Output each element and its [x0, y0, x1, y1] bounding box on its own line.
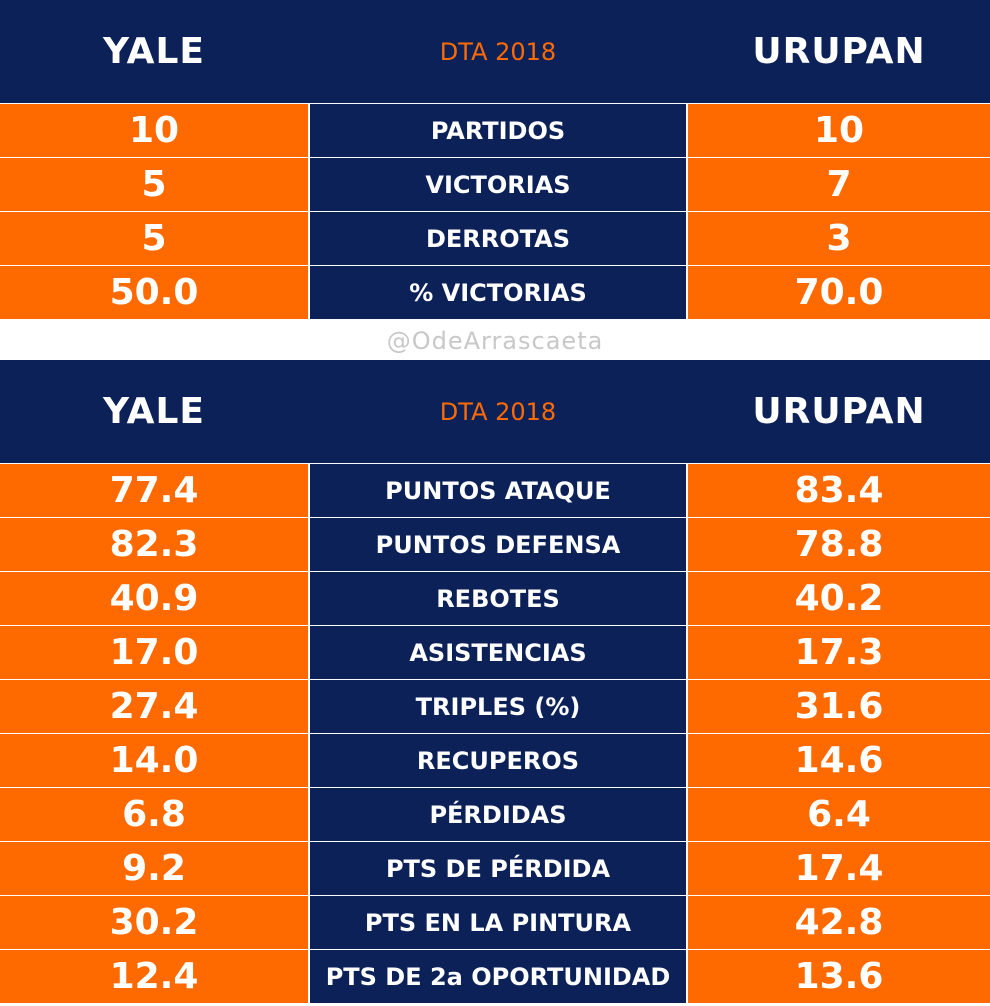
stat-label: PUNTOS ATAQUE [310, 464, 686, 517]
stat-label: PÉRDIDAS [310, 788, 686, 841]
right-value: 70.0 [688, 266, 990, 319]
stat-label: PTS DE PÉRDIDA [310, 842, 686, 895]
stat-label: % VICTORIAS [310, 266, 686, 319]
stat-label: PUNTOS DEFENSA [310, 518, 686, 571]
right-value: 17.4 [688, 842, 990, 895]
left-value: 10 [0, 104, 308, 157]
left-value: 5 [0, 212, 308, 265]
left-value: 82.3 [0, 518, 308, 571]
season: DTA 2018 [310, 360, 686, 463]
left-value: 9.2 [0, 842, 308, 895]
right-value: 10 [688, 104, 990, 157]
left-value: 14.0 [0, 734, 308, 787]
left-value: 27.4 [0, 680, 308, 733]
left-value: 6.8 [0, 788, 308, 841]
right-value: 40.2 [688, 572, 990, 625]
stat-label: VICTORIAS [310, 158, 686, 211]
right-value: 83.4 [688, 464, 990, 517]
right-value: 78.8 [688, 518, 990, 571]
team-left: YALE [0, 360, 308, 463]
left-value: 17.0 [0, 626, 308, 679]
left-value: 77.4 [0, 464, 308, 517]
stat-label: DERROTAS [310, 212, 686, 265]
right-value: 31.6 [688, 680, 990, 733]
team-right: URUPAN [688, 360, 990, 463]
watermark: @OdeArrascaeta [386, 327, 604, 355]
right-value: 7 [688, 158, 990, 211]
right-value: 3 [688, 212, 990, 265]
team-right: URUPAN [688, 0, 990, 103]
right-value: 13.6 [688, 950, 990, 1003]
season: DTA 2018 [310, 0, 686, 103]
left-value: 12.4 [0, 950, 308, 1003]
left-value: 50.0 [0, 266, 308, 319]
team-left: YALE [0, 0, 308, 103]
right-value: 14.6 [688, 734, 990, 787]
right-value: 17.3 [688, 626, 990, 679]
stat-label: PTS EN LA PINTURA [310, 896, 686, 949]
stat-label: ASISTENCIAS [310, 626, 686, 679]
right-value: 42.8 [688, 896, 990, 949]
stat-label: REBOTES [310, 572, 686, 625]
left-value: 40.9 [0, 572, 308, 625]
stat-label: TRIPLES (%) [310, 680, 686, 733]
right-value: 6.4 [688, 788, 990, 841]
left-value: 5 [0, 158, 308, 211]
stat-label: PTS DE 2a OPORTUNIDAD [310, 950, 686, 1003]
left-value: 30.2 [0, 896, 308, 949]
stat-label: PARTIDOS [310, 104, 686, 157]
stat-label: RECUPEROS [310, 734, 686, 787]
